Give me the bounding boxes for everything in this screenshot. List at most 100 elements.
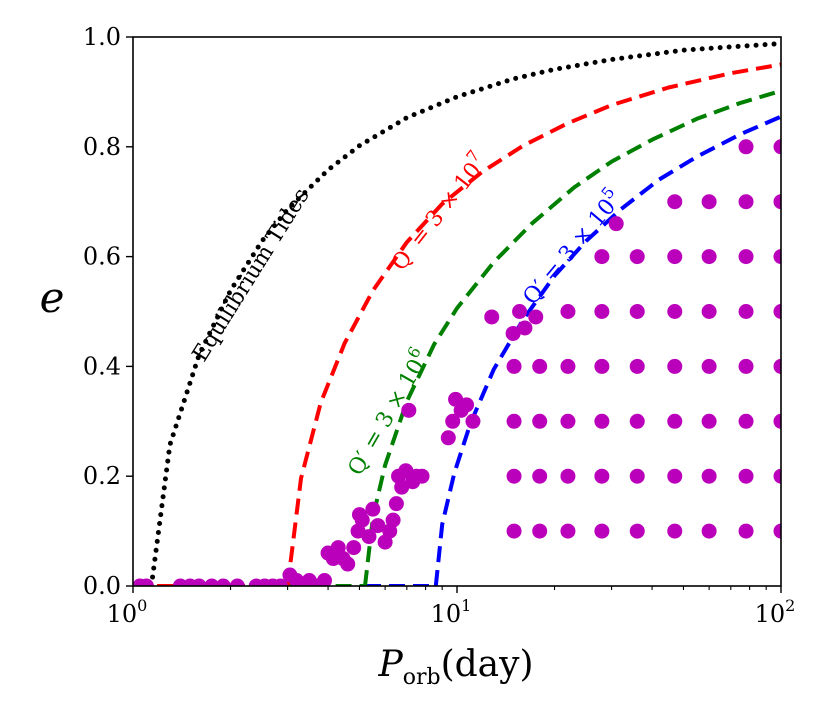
scatter-point <box>365 501 381 517</box>
scatter-point <box>272 578 288 586</box>
scatter-point <box>385 512 401 528</box>
scatter-point <box>608 216 624 232</box>
y-tick-label: 0.8 <box>83 133 121 161</box>
scatter-point <box>414 468 430 484</box>
grid-point <box>560 358 576 374</box>
q3e7-curve <box>285 62 781 586</box>
grid-point <box>701 249 717 265</box>
grid-point <box>629 304 645 319</box>
grid-point <box>629 468 645 484</box>
grid-point <box>773 139 781 155</box>
equilibrium-curve <box>148 41 781 586</box>
y-tick-label: 1.0 <box>83 23 121 51</box>
scatter-point <box>351 507 367 523</box>
y-tick-label: 0.4 <box>83 352 121 380</box>
x-tick-label: 102 <box>755 596 796 628</box>
grid-point <box>667 194 683 210</box>
grid-point <box>701 413 717 429</box>
grid-point <box>629 249 645 265</box>
grid-point <box>701 468 717 484</box>
grid-point <box>506 413 522 429</box>
scatter-point <box>388 496 404 512</box>
grid-point <box>667 249 683 265</box>
x-axis-label-unit: (day) <box>441 644 534 685</box>
curves-layer <box>133 41 781 586</box>
grid-point <box>506 358 522 374</box>
grid-point <box>773 304 781 319</box>
scatter-point <box>204 578 220 586</box>
scatter-point <box>465 413 481 429</box>
q3e6-curve <box>363 88 781 586</box>
grid-point <box>701 304 717 319</box>
scatter-point <box>191 578 207 586</box>
x-axis-label: Porb(day) <box>377 644 533 690</box>
grid-point <box>506 468 522 484</box>
grid-point <box>738 523 754 539</box>
q3e5-curve <box>433 114 781 586</box>
grid-point <box>594 304 610 319</box>
ticks-layer: 0.0 0.2 0.4 0.6 0.8 1.0 100 101 102 <box>83 23 796 628</box>
grid-point <box>594 413 610 429</box>
grid-point <box>667 523 683 539</box>
grid-point <box>629 523 645 539</box>
grid-point <box>629 413 645 429</box>
grid-point <box>560 304 576 319</box>
grid-point <box>773 523 781 539</box>
grid-point <box>738 358 754 374</box>
grid-point <box>773 468 781 484</box>
grid-point <box>532 468 548 484</box>
grid-point <box>667 413 683 429</box>
scatter-point <box>459 397 475 413</box>
grid-point <box>532 358 548 374</box>
scatter-point <box>517 320 533 336</box>
grid-point <box>738 249 754 265</box>
scatter-point <box>505 325 521 341</box>
scatter-point <box>361 529 377 545</box>
x-tick-label: 100 <box>107 596 148 628</box>
grid-point <box>773 413 781 429</box>
scatter-point <box>512 304 528 319</box>
grid-point <box>594 523 610 539</box>
y-tick-label: 0.6 <box>83 243 121 271</box>
grid-point <box>738 194 754 210</box>
scatter-point <box>401 402 417 418</box>
grid-point <box>560 468 576 484</box>
scatter-point <box>346 540 362 556</box>
scatter-point <box>484 309 500 325</box>
grid-point <box>701 194 717 210</box>
grid-point <box>738 413 754 429</box>
grid-point <box>594 358 610 374</box>
scatter-point <box>528 309 544 325</box>
grid-point <box>532 413 548 429</box>
grid-point <box>667 468 683 484</box>
grid-point <box>773 194 781 210</box>
grid-point <box>506 523 522 539</box>
grid-point <box>773 358 781 374</box>
scatter-point <box>138 578 154 586</box>
grid-point <box>667 304 683 319</box>
points-layer <box>133 139 781 586</box>
grid-point <box>738 468 754 484</box>
y-tick-label: 0.2 <box>83 462 121 490</box>
grid-point <box>560 413 576 429</box>
grid-point <box>560 523 576 539</box>
scatter-point <box>445 413 461 429</box>
grid-point <box>701 358 717 374</box>
grid-point <box>594 468 610 484</box>
grid-point <box>701 523 717 539</box>
grid-point <box>738 139 754 155</box>
scatter-point <box>229 578 245 586</box>
scatter-point <box>340 556 356 572</box>
scatter-point <box>317 573 333 586</box>
x-axis-label-sub: orb <box>403 665 441 690</box>
x-axis-label-main: P <box>377 644 403 685</box>
scatter-point <box>370 518 386 534</box>
grid-point <box>773 249 781 265</box>
grid-point <box>532 523 548 539</box>
y-axis-label: e <box>40 273 65 322</box>
grid-point <box>594 249 610 265</box>
y-tick-label: 0.0 <box>83 572 121 600</box>
grid-point <box>738 304 754 319</box>
